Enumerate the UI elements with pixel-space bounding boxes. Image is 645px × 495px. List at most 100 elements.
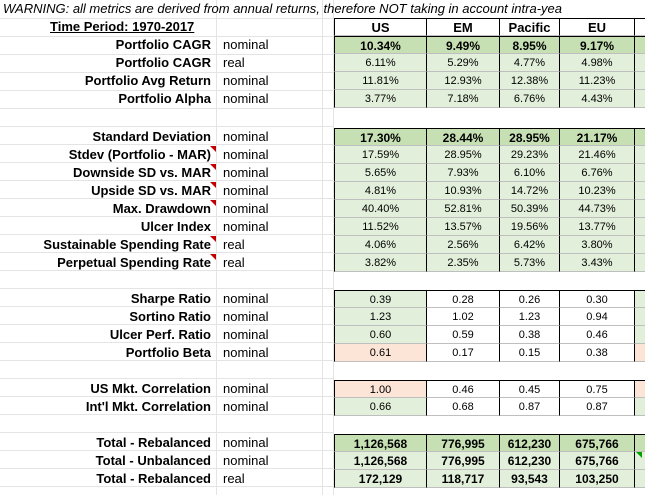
value-cell-pacific[interactable]: 93,543 bbox=[500, 470, 560, 488]
value-cell-eu[interactable]: 9.17% bbox=[560, 36, 635, 54]
overflow-cell[interactable] bbox=[635, 434, 645, 452]
value-cell-pacific[interactable]: 0.38 bbox=[500, 326, 560, 344]
metric-label[interactable]: Stdev (Portfolio - MAR) bbox=[68, 147, 211, 162]
metric-label[interactable]: Portfolio CAGR bbox=[115, 37, 211, 52]
overflow-cell[interactable] bbox=[635, 398, 645, 416]
metric-kind[interactable]: nominal bbox=[223, 291, 269, 306]
overflow-cell[interactable] bbox=[635, 470, 645, 488]
value-cell-em[interactable]: 9.49% bbox=[427, 36, 500, 54]
overflow-cell[interactable] bbox=[635, 254, 645, 272]
metric-kind[interactable]: nominal bbox=[223, 435, 269, 450]
value-cell-em[interactable]: 13.57% bbox=[427, 218, 500, 236]
value-cell-eu[interactable]: 0.38 bbox=[560, 344, 635, 362]
header-pacific[interactable]: Pacific bbox=[500, 18, 560, 36]
overflow-cell[interactable] bbox=[635, 72, 645, 90]
value-cell-pacific[interactable]: 612,230 bbox=[500, 452, 560, 470]
value-cell-em[interactable]: 776,995 bbox=[427, 434, 500, 452]
value-cell-us[interactable]: 5.65% bbox=[334, 164, 427, 182]
metric-kind[interactable]: nominal bbox=[223, 91, 269, 106]
overflow-cell[interactable] bbox=[635, 54, 645, 72]
value-cell-em[interactable]: 10.93% bbox=[427, 182, 500, 200]
metric-label[interactable]: Portfolio CAGR bbox=[115, 55, 211, 70]
value-cell-pacific[interactable]: 0.45 bbox=[500, 380, 560, 398]
value-cell-eu[interactable]: 0.94 bbox=[560, 308, 635, 326]
metric-label[interactable]: Sustainable Spending Rate bbox=[43, 237, 211, 252]
metric-label[interactable]: Ulcer Index bbox=[140, 219, 211, 234]
metric-label[interactable]: Total - Rebalanced bbox=[96, 471, 211, 486]
value-cell-us[interactable]: 172,129 bbox=[334, 470, 427, 488]
metric-label[interactable]: Max. Drawdown bbox=[112, 201, 211, 216]
value-cell-eu[interactable]: 21.17% bbox=[560, 128, 635, 146]
metric-kind[interactable]: nominal bbox=[223, 381, 269, 396]
header-overflow-cell[interactable] bbox=[635, 18, 645, 36]
value-cell-eu[interactable]: 3.80% bbox=[560, 236, 635, 254]
metric-kind[interactable]: real bbox=[223, 55, 245, 70]
value-cell-em[interactable]: 0.28 bbox=[427, 290, 500, 308]
value-cell-eu[interactable]: 0.30 bbox=[560, 290, 635, 308]
value-cell-us[interactable]: 1,126,568 bbox=[334, 452, 427, 470]
value-cell-eu[interactable]: 21.46% bbox=[560, 146, 635, 164]
value-cell-us[interactable]: 0.61 bbox=[334, 344, 427, 362]
value-cell-em[interactable]: 1.02 bbox=[427, 308, 500, 326]
value-cell-us[interactable]: 11.52% bbox=[334, 218, 427, 236]
header-em[interactable]: EM bbox=[427, 18, 500, 36]
metric-kind[interactable]: nominal bbox=[223, 147, 269, 162]
value-cell-us[interactable]: 1.23 bbox=[334, 308, 427, 326]
error-indicator-icon[interactable] bbox=[636, 452, 642, 458]
value-cell-us[interactable]: 11.81% bbox=[334, 72, 427, 90]
value-cell-pacific[interactable]: 0.87 bbox=[500, 398, 560, 416]
value-cell-em[interactable]: 2.35% bbox=[427, 254, 500, 272]
value-cell-em[interactable]: 28.44% bbox=[427, 128, 500, 146]
overflow-cell[interactable] bbox=[635, 146, 645, 164]
metric-kind[interactable]: nominal bbox=[223, 165, 269, 180]
overflow-cell[interactable] bbox=[635, 164, 645, 182]
value-cell-em[interactable]: 0.59 bbox=[427, 326, 500, 344]
metric-label[interactable]: Total - Unbalanced bbox=[95, 453, 211, 468]
value-cell-eu[interactable]: 6.76% bbox=[560, 164, 635, 182]
value-cell-em[interactable]: 7.93% bbox=[427, 164, 500, 182]
overflow-cell[interactable] bbox=[635, 380, 645, 398]
value-cell-pacific[interactable]: 4.77% bbox=[500, 54, 560, 72]
overflow-cell[interactable] bbox=[635, 308, 645, 326]
overflow-cell[interactable] bbox=[635, 326, 645, 344]
metric-kind[interactable]: nominal bbox=[223, 399, 269, 414]
overflow-cell[interactable] bbox=[635, 200, 645, 218]
metric-label[interactable]: Int'l Mkt. Correlation bbox=[85, 399, 211, 414]
value-cell-em[interactable]: 0.68 bbox=[427, 398, 500, 416]
value-cell-eu[interactable]: 103,250 bbox=[560, 470, 635, 488]
overflow-cell[interactable] bbox=[635, 128, 645, 146]
metric-kind[interactable]: nominal bbox=[223, 453, 269, 468]
value-cell-em[interactable]: 776,995 bbox=[427, 452, 500, 470]
value-cell-us[interactable]: 3.77% bbox=[334, 90, 427, 108]
metric-kind[interactable]: nominal bbox=[223, 129, 269, 144]
value-cell-us[interactable]: 1.00 bbox=[334, 380, 427, 398]
value-cell-us[interactable]: 6.11% bbox=[334, 54, 427, 72]
value-cell-eu[interactable]: 0.75 bbox=[560, 380, 635, 398]
metric-kind[interactable]: nominal bbox=[223, 201, 269, 216]
metric-label[interactable]: Portfolio Beta bbox=[125, 345, 211, 360]
comment-indicator-icon[interactable] bbox=[210, 182, 216, 188]
comment-indicator-icon[interactable] bbox=[210, 146, 216, 152]
metric-kind[interactable]: nominal bbox=[223, 345, 269, 360]
metric-label[interactable]: Standard Deviation bbox=[92, 129, 211, 144]
value-cell-pacific[interactable]: 0.26 bbox=[500, 290, 560, 308]
value-cell-eu[interactable]: 13.77% bbox=[560, 218, 635, 236]
metric-kind[interactable]: real bbox=[223, 237, 245, 252]
value-cell-eu[interactable]: 10.23% bbox=[560, 182, 635, 200]
metric-label[interactable]: Downside SD vs. MAR bbox=[73, 165, 211, 180]
metric-label[interactable]: US Mkt. Correlation bbox=[90, 381, 211, 396]
value-cell-eu[interactable]: 44.73% bbox=[560, 200, 635, 218]
value-cell-us[interactable]: 4.81% bbox=[334, 182, 427, 200]
value-cell-pacific[interactable]: 6.76% bbox=[500, 90, 560, 108]
value-cell-em[interactable]: 0.46 bbox=[427, 380, 500, 398]
metric-label[interactable]: Sharpe Ratio bbox=[130, 291, 211, 306]
overflow-cell[interactable] bbox=[635, 236, 645, 254]
value-cell-eu[interactable]: 0.46 bbox=[560, 326, 635, 344]
value-cell-eu[interactable]: 675,766 bbox=[560, 434, 635, 452]
value-cell-pacific[interactable]: 0.15 bbox=[500, 344, 560, 362]
value-cell-pacific[interactable]: 8.95% bbox=[500, 36, 560, 54]
value-cell-us[interactable]: 0.66 bbox=[334, 398, 427, 416]
value-cell-us[interactable]: 17.30% bbox=[334, 128, 427, 146]
value-cell-pacific[interactable]: 14.72% bbox=[500, 182, 560, 200]
value-cell-pacific[interactable]: 5.73% bbox=[500, 254, 560, 272]
